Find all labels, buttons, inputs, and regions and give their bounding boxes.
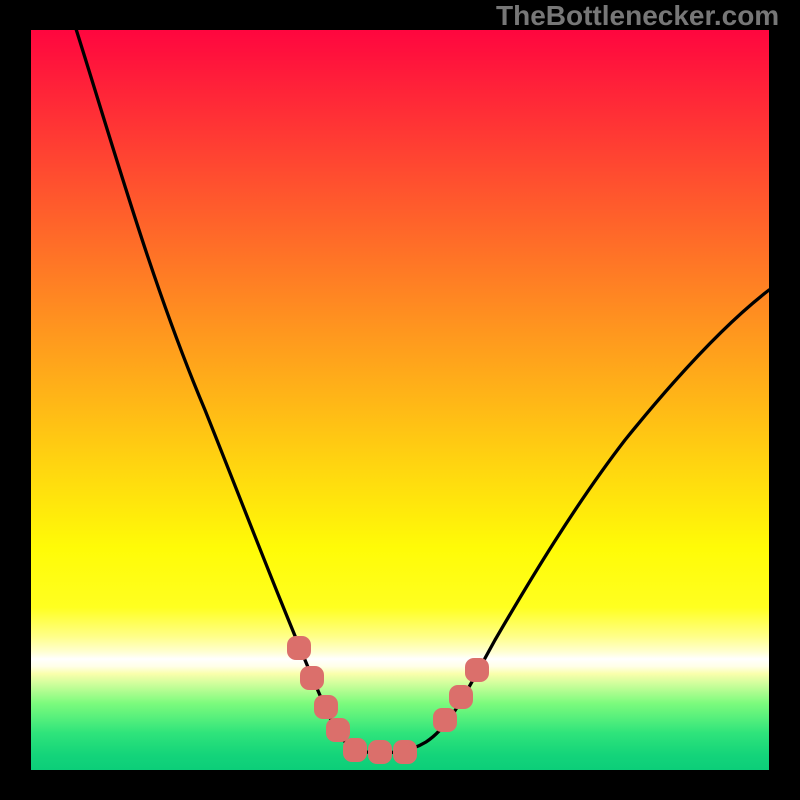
frame-right (769, 0, 800, 800)
frame-left (0, 0, 31, 800)
gradient-panel (31, 30, 769, 770)
watermark-text: TheBottlenecker.com (496, 0, 779, 32)
frame-bottom (0, 770, 800, 800)
